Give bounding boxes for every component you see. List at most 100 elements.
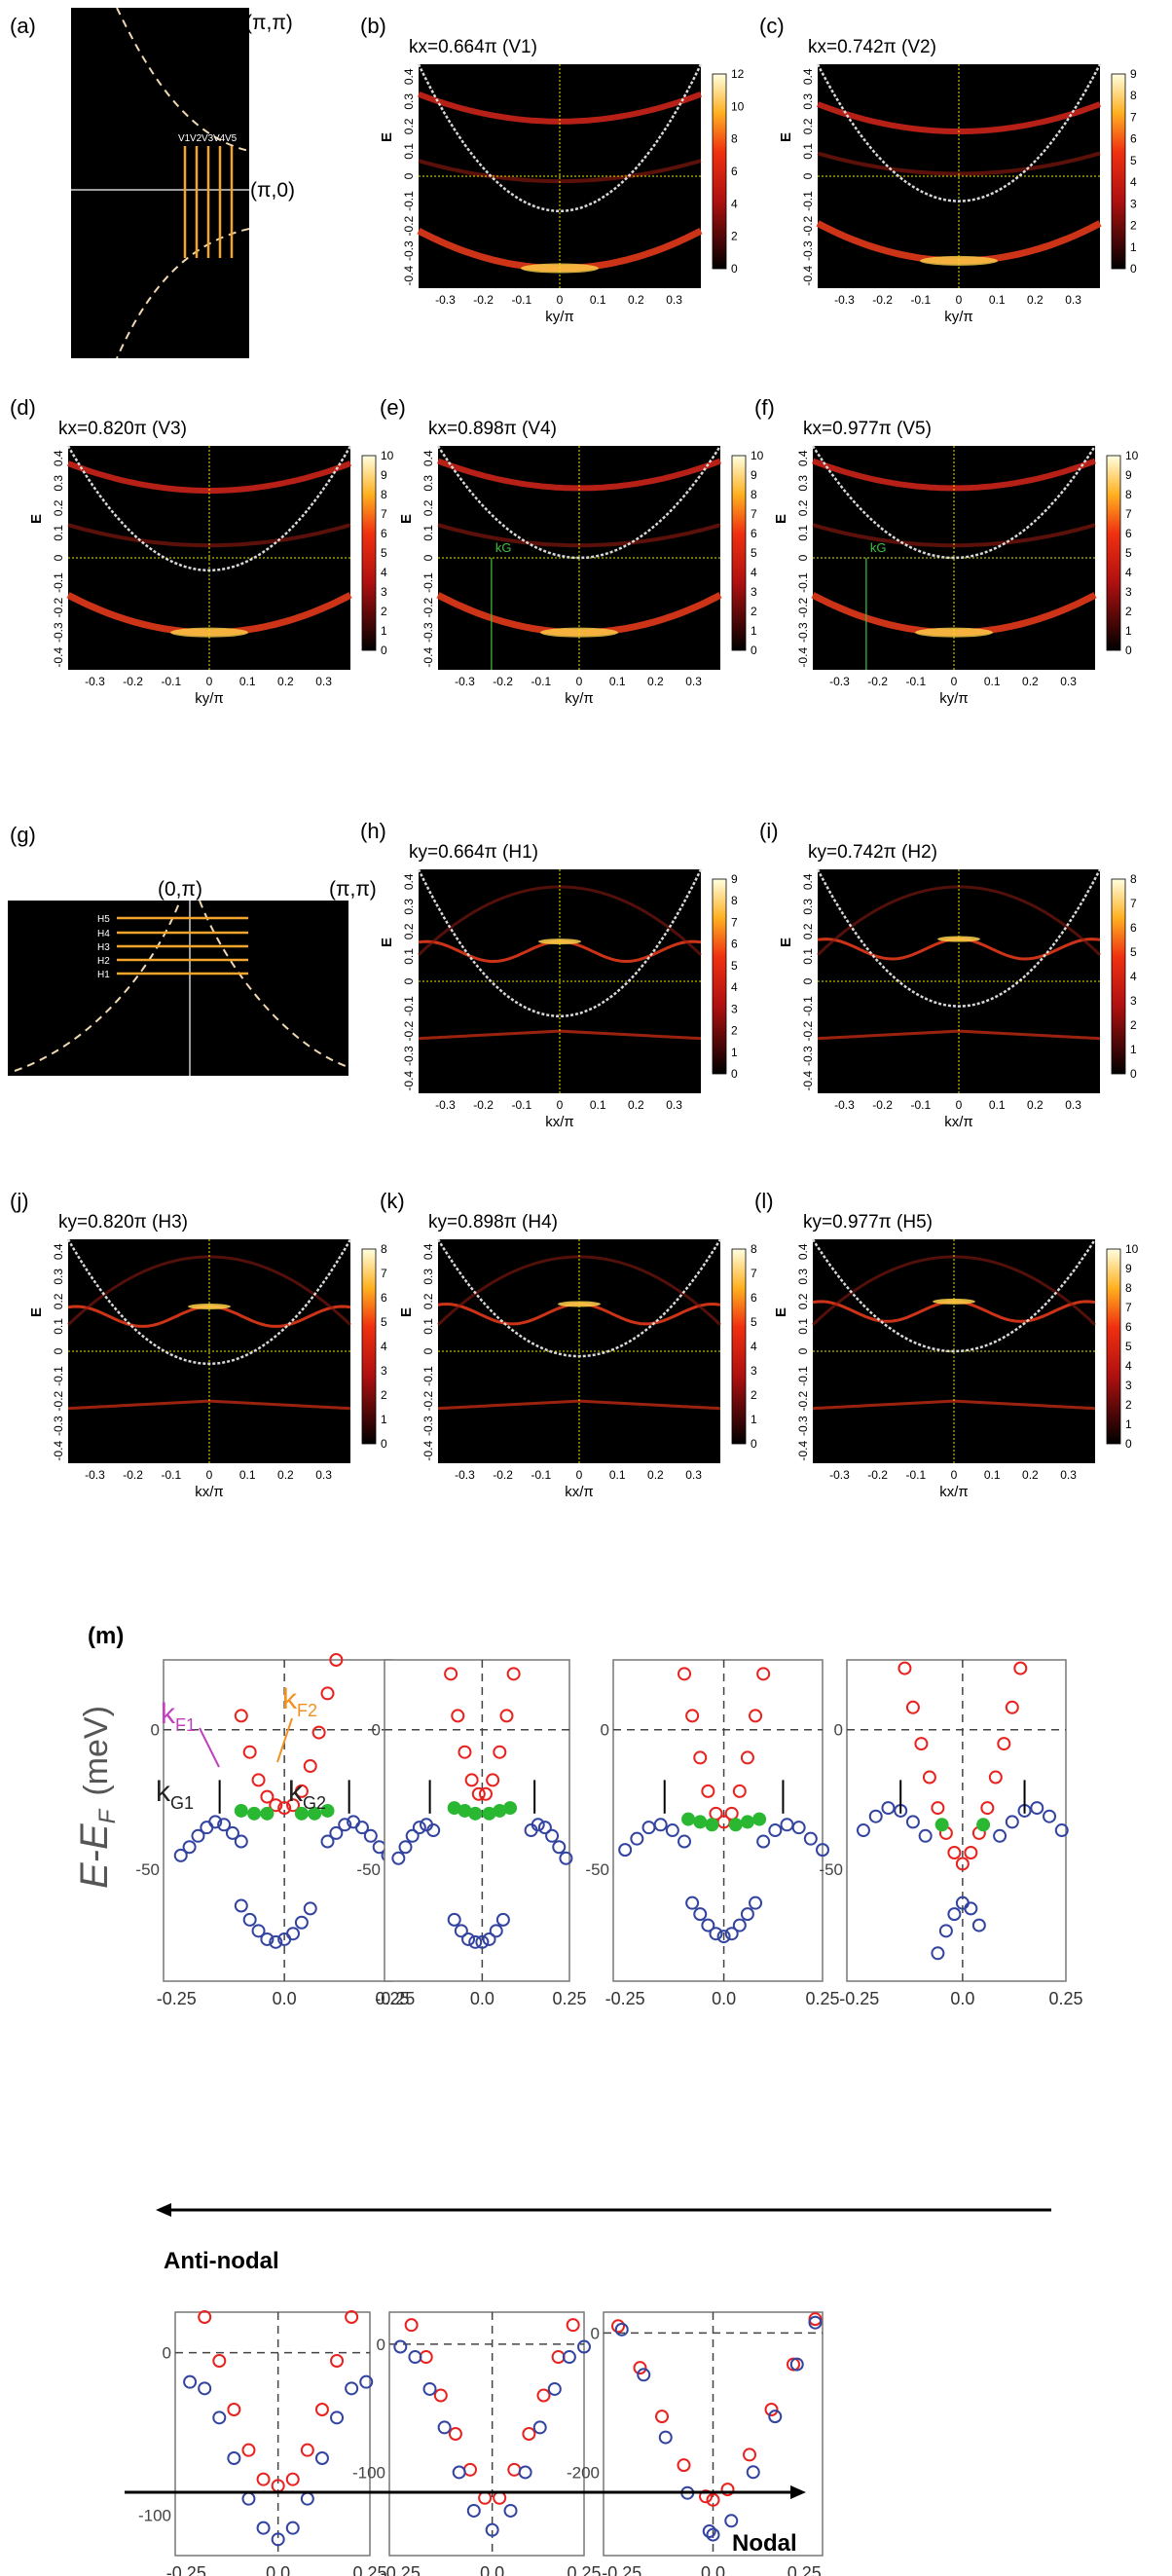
colorbar-tick-label: 8 bbox=[751, 1242, 757, 1256]
y-tick-label: -0.2 bbox=[421, 1390, 435, 1411]
y-tick-label: -100 bbox=[352, 2463, 385, 2482]
panel-m-ylabel: E-EF(meV) bbox=[73, 1706, 121, 1889]
band-hotspot bbox=[933, 1298, 975, 1305]
kg-marker-label: kG bbox=[495, 540, 512, 555]
data-point-red bbox=[964, 1846, 978, 1859]
colorbar-tick-label: 0 bbox=[1130, 262, 1137, 276]
x-tick-label: 0.2 bbox=[1022, 675, 1039, 688]
bare-band-parabola bbox=[816, 63, 1102, 202]
y-tick-label: 0.4 bbox=[421, 1243, 435, 1260]
x-tick-label: 0.1 bbox=[590, 293, 606, 307]
x-tick-label: 0 bbox=[576, 1468, 583, 1482]
x-tick-label: 0.3 bbox=[685, 1468, 702, 1482]
lower-band bbox=[418, 1029, 702, 1041]
colorbar-tick-label: 6 bbox=[731, 938, 738, 951]
y-tick-label: 0.4 bbox=[402, 68, 416, 85]
colorbar-tick-label: 2 bbox=[381, 605, 387, 618]
y-tick-label: 0 bbox=[52, 1347, 65, 1354]
spectrum-panel-label: (h) bbox=[360, 819, 386, 843]
data-point-blue bbox=[191, 1828, 205, 1843]
y-tick-label: -0.2 bbox=[796, 597, 810, 617]
x-tick-label: -0.2 bbox=[867, 675, 888, 688]
antinodal-label: Anti-nodal bbox=[164, 2248, 279, 2274]
x-tick-label: -0.25 bbox=[375, 1989, 415, 2008]
y-tick-label: -0.3 bbox=[801, 1046, 815, 1066]
y-tick-label: -0.4 bbox=[52, 647, 65, 668]
colorbar bbox=[731, 1248, 747, 1445]
y-tick-label: -0.1 bbox=[796, 1366, 810, 1386]
data-point-red bbox=[294, 1784, 309, 1798]
spectrum-panel-title: kx=0.977π (V5) bbox=[803, 419, 932, 439]
spectrum-panel-title: kx=0.820π (V3) bbox=[58, 419, 187, 439]
x-tick-label: 0.1 bbox=[609, 1468, 626, 1482]
dispersion-plot-frame bbox=[384, 1659, 570, 1982]
upper-band bbox=[417, 91, 703, 125]
spectrum-panel-8: (j) ky=0.820π (H3) 0.4 0.3 0.2 0.1 0 -0.1 -0.2 -0… bbox=[10, 1189, 387, 1500]
data-point-green bbox=[320, 1803, 335, 1818]
x-tick-label: 0.2 bbox=[628, 1098, 644, 1112]
colorbar-tick-label: 1 bbox=[381, 624, 387, 638]
x-tick-label: 0.2 bbox=[1027, 293, 1044, 307]
data-point-blue_lower bbox=[938, 1924, 953, 1938]
y-tick-label: -0.1 bbox=[52, 572, 65, 593]
y-tick-label: -0.2 bbox=[796, 1390, 810, 1411]
y-tick-label: 0.4 bbox=[52, 450, 65, 466]
data-point-green bbox=[260, 1806, 275, 1821]
data-point-red bbox=[922, 1770, 936, 1785]
data-point-blue bbox=[285, 2521, 300, 2535]
x-tick-label: 0.1 bbox=[609, 675, 626, 688]
x-tick-label: -0.25 bbox=[602, 2563, 641, 2576]
y-tick-label: 0.1 bbox=[402, 948, 416, 965]
data-point-red bbox=[522, 2427, 536, 2441]
data-point-blue bbox=[217, 1818, 232, 1832]
data-point-blue_lower bbox=[461, 1932, 476, 1946]
y-tick-label: 0 bbox=[421, 1347, 435, 1354]
data-point-red bbox=[914, 1737, 929, 1751]
data-point-blue bbox=[665, 1823, 679, 1838]
y-tick-label: 0.3 bbox=[52, 1269, 65, 1285]
y-tick-label: -0.2 bbox=[801, 1020, 815, 1041]
y-tick-label: 0.1 bbox=[796, 1318, 810, 1335]
colorbar bbox=[361, 455, 377, 651]
x-tick-label: 0.3 bbox=[666, 293, 682, 307]
data-point-blue_lower bbox=[964, 1901, 978, 1916]
upper-band bbox=[436, 458, 722, 492]
middle-band bbox=[437, 523, 721, 548]
colorbar-tick-label: 8 bbox=[381, 488, 387, 501]
band-hotspot bbox=[540, 627, 618, 638]
spectrum-panel-1: (b) kx=0.664π (V1) 0.4 0.3 0.2 0.1 0 -0.1 -0.2 -0… bbox=[360, 14, 745, 325]
data-point-red bbox=[256, 2472, 271, 2486]
colorbar-tick-label: 7 bbox=[751, 507, 757, 521]
data-point-green bbox=[503, 1801, 518, 1816]
colorbar-tick-label: 3 bbox=[751, 585, 757, 599]
data-point-red bbox=[260, 1789, 275, 1804]
data-point-red bbox=[655, 2410, 669, 2424]
data-point-blue bbox=[408, 2350, 422, 2365]
colorbar-tick-label: 7 bbox=[381, 1267, 387, 1280]
bare-band-parabola bbox=[417, 868, 703, 1018]
y-tick-label: 0 bbox=[372, 1721, 381, 1740]
data-point-green bbox=[234, 1803, 248, 1818]
x-tick-label: -0.1 bbox=[910, 293, 931, 307]
data-point-red bbox=[536, 2388, 551, 2403]
data-point-blue_lower bbox=[303, 1901, 317, 1916]
x-tick-label: -0.3 bbox=[834, 293, 855, 307]
data-point-blue_lower bbox=[260, 1932, 275, 1946]
colorbar-tick-label: 9 bbox=[381, 468, 387, 482]
data-point-blue bbox=[789, 2357, 804, 2372]
panel-a-cut-lines: V1 V2 V3 V4 V5 bbox=[178, 133, 238, 258]
kg1-annotation: kG1 bbox=[156, 1776, 194, 1813]
colorbar-tick-label: 1 bbox=[381, 1413, 387, 1426]
y-tick-label: 0 bbox=[163, 2344, 171, 2363]
data-point-blue bbox=[706, 2527, 720, 2542]
bare-band-parabola bbox=[811, 445, 1097, 560]
data-point-red bbox=[464, 1773, 479, 1787]
colorbar-tick-label: 1 bbox=[751, 624, 757, 638]
x-tick-label: 0.0 bbox=[701, 2563, 725, 2576]
panel-g-cut-label-h4: H4 bbox=[97, 929, 110, 939]
colorbar-tick-label: 0 bbox=[1125, 644, 1132, 657]
data-point-blue bbox=[329, 1825, 344, 1840]
colorbar-tick-label: 2 bbox=[731, 230, 738, 243]
y-tick-label: 0 bbox=[796, 554, 810, 561]
data-point-blue_lower bbox=[693, 1907, 708, 1922]
